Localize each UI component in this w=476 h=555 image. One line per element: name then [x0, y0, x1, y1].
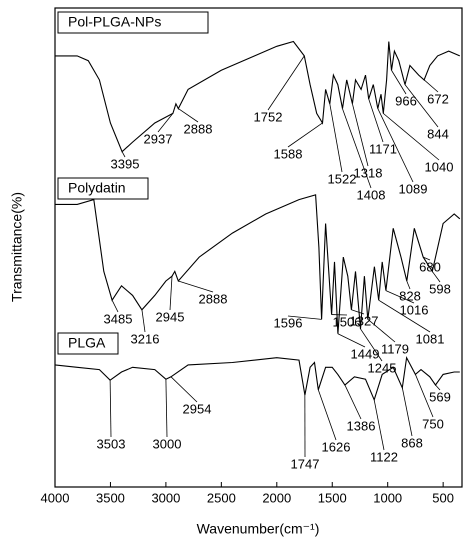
peak-label: 3216 — [131, 331, 160, 346]
x-tick-label: 2500 — [207, 490, 236, 505]
peak-label: 1522 — [328, 171, 357, 186]
peak-leader — [288, 123, 322, 147]
x-tick-label: 4000 — [41, 490, 70, 505]
plot-frame — [55, 8, 462, 487]
peak-label: 1122 — [370, 449, 398, 464]
peak-leader — [166, 379, 167, 437]
peak-label: 1588 — [274, 146, 303, 161]
x-tick-label: 500 — [432, 490, 454, 505]
peak-label: 750 — [422, 416, 444, 431]
peak-label: 680 — [419, 259, 441, 274]
peak-label: 828 — [399, 288, 421, 303]
peak-leader — [268, 56, 304, 110]
peak-leader — [402, 388, 412, 436]
x-tick-label: 1500 — [318, 490, 347, 505]
x-tick-label: 1000 — [373, 490, 402, 505]
peak-label: 1408 — [357, 187, 386, 202]
peak-leader — [171, 377, 197, 402]
peak-label: 3503 — [97, 436, 126, 451]
peak-label: 1171 — [369, 141, 397, 156]
series-name: PLGA — [68, 335, 106, 351]
series-name: Pol-PLGA-NPs — [68, 14, 161, 30]
peak-label: 1596 — [274, 315, 303, 330]
peak-label: 1081 — [416, 331, 445, 346]
peak-label: 844 — [427, 126, 449, 141]
series-name: Polydatin — [68, 180, 126, 196]
peak-label: 1179 — [381, 341, 409, 356]
peak-label: 1040 — [425, 159, 454, 174]
peak-label: 2888 — [184, 121, 213, 136]
peak-label: 1386 — [347, 418, 376, 433]
peak-leader — [142, 310, 145, 332]
x-tick-label: 2000 — [262, 490, 291, 505]
peak-leader — [170, 276, 172, 310]
peak-label: 1449 — [351, 346, 380, 361]
spectrum-line — [55, 358, 460, 400]
peak-label: 1327 — [350, 313, 379, 328]
peak-label: 3395 — [111, 156, 140, 171]
peak-leader — [330, 104, 342, 172]
peak-leader — [368, 319, 395, 342]
peak-leader — [178, 281, 213, 292]
peak-leader — [110, 380, 111, 437]
peak-label: 1626 — [322, 439, 351, 454]
peak-label: 1318 — [354, 165, 383, 180]
peak-leader — [318, 390, 336, 440]
peak-label: 2954 — [183, 401, 212, 416]
peak-label: 2945 — [156, 309, 185, 324]
peak-label: 1089 — [399, 181, 428, 196]
peak-leader — [369, 99, 383, 142]
peak-leader — [374, 400, 384, 450]
peak-leader — [338, 334, 365, 347]
peak-label: 2888 — [199, 291, 228, 306]
peak-label: 868 — [401, 435, 423, 450]
peak-leader — [424, 80, 438, 92]
peak-label: 598 — [429, 281, 451, 296]
peak-label: 1016 — [400, 302, 429, 317]
x-tick-label: 3500 — [96, 490, 125, 505]
peak-leader — [345, 385, 361, 419]
peak-leader — [112, 300, 118, 312]
x-axis-title: Wavenumber(cm⁻¹) — [197, 521, 320, 537]
y-axis-title: Transmittance(%) — [9, 192, 25, 302]
peak-label: 672 — [427, 91, 449, 106]
peak-leader — [178, 109, 198, 122]
peak-label: 3485 — [104, 311, 133, 326]
x-tick-label: 3000 — [151, 490, 180, 505]
peak-label: 2937 — [144, 131, 173, 146]
peak-label: 1245 — [368, 360, 397, 375]
peak-label: 1752 — [254, 109, 283, 124]
peak-leader — [158, 113, 173, 132]
peak-label: 1747 — [291, 456, 320, 471]
peak-label: 3000 — [153, 436, 182, 451]
peak-label: 569 — [429, 389, 451, 404]
peak-leader — [352, 104, 368, 166]
